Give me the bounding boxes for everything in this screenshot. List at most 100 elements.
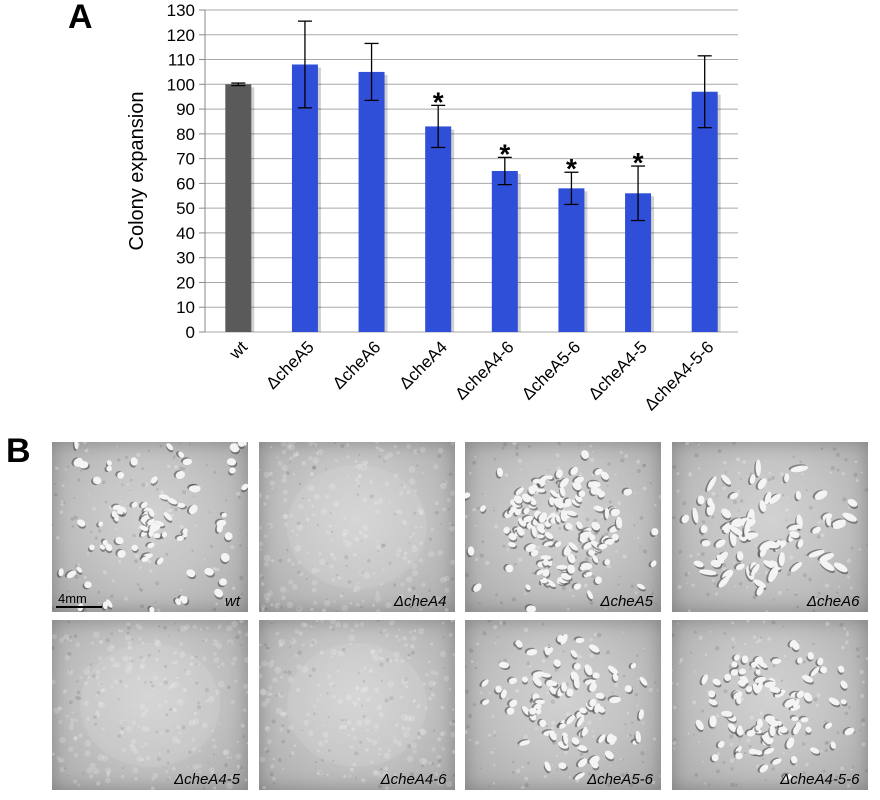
texture-speck [163, 664, 168, 669]
texture-speck [642, 486, 647, 491]
swarm-texture [449, 731, 455, 738]
texture-speck [671, 740, 676, 745]
texture-speck [782, 752, 785, 755]
aggregate [755, 668, 760, 675]
micrograph-label: ΔcheA4 [393, 593, 447, 610]
texture-speck [388, 696, 393, 701]
texture-speck [688, 554, 692, 558]
texture-speck [450, 720, 455, 724]
aggregate [551, 681, 558, 687]
texture-speck [377, 784, 382, 789]
aggregate [581, 726, 588, 737]
texture-speck [197, 701, 200, 705]
colony-image [465, 442, 661, 612]
texture-speck [843, 458, 848, 462]
texture-speck [524, 776, 529, 781]
bar-2 [358, 71, 385, 332]
texture-speck [671, 740, 675, 744]
texture-speck [493, 506, 495, 509]
texture-speck [388, 658, 392, 663]
texture-speck [855, 479, 859, 483]
texture-speck [731, 442, 736, 445]
texture-speck [815, 595, 818, 599]
x-tick-label: ΔcheA4 [395, 337, 451, 393]
swarm-texture [353, 623, 359, 628]
swarm-texture [280, 442, 287, 447]
aggregate [698, 569, 717, 576]
swarm-texture [384, 481, 389, 487]
texture-speck [172, 457, 175, 460]
texture-speck [572, 594, 575, 598]
swarm-texture [75, 642, 81, 648]
texture-speck [492, 782, 496, 785]
texture-speck [543, 775, 547, 779]
swarm-texture [288, 456, 293, 461]
texture-speck [631, 686, 634, 689]
swarm-texture [388, 620, 395, 626]
swarm-texture [328, 564, 334, 569]
swarm-texture [382, 628, 387, 633]
texture-speck [517, 557, 523, 562]
texture-speck [864, 769, 868, 772]
y-tick-label: 90 [176, 100, 195, 119]
swarm-texture [312, 442, 318, 447]
texture-speck [853, 460, 857, 464]
texture-speck [290, 639, 293, 642]
scale-label: 4mm [58, 591, 87, 606]
texture-speck [333, 442, 336, 445]
texture-speck [480, 691, 483, 695]
texture-speck [397, 628, 401, 631]
texture-speck [474, 557, 479, 562]
aggregate [503, 526, 510, 534]
texture-speck [626, 711, 630, 715]
texture-speck [448, 472, 452, 476]
texture-speck [615, 550, 618, 553]
texture-speck [376, 550, 379, 553]
texture-speck [55, 536, 60, 540]
texture-speck [432, 729, 435, 732]
aggregate [508, 532, 517, 541]
texture-speck [261, 608, 264, 611]
texture-speck [620, 772, 625, 778]
aggregate [543, 541, 553, 547]
texture-speck [849, 586, 853, 590]
aggregate [550, 489, 559, 498]
texture-speck [759, 711, 763, 715]
texture-speck [179, 466, 183, 470]
swarm-texture [413, 489, 417, 493]
texture-speck [309, 471, 314, 477]
aggregate [624, 685, 632, 693]
texture-speck [541, 622, 545, 626]
texture-speck [97, 529, 102, 533]
aggregate [623, 488, 633, 496]
texture-speck [526, 761, 530, 765]
swarm-texture [405, 489, 411, 495]
x-tick-label: ΔcheA5-6 [518, 337, 584, 403]
swarm-texture [52, 679, 56, 685]
texture-speck [639, 545, 642, 548]
aggregate [105, 543, 113, 552]
texture-speck [511, 761, 515, 764]
swarm-texture [371, 739, 377, 746]
swarm-texture [405, 576, 412, 583]
swarm-texture [443, 675, 449, 682]
aggregate [559, 486, 566, 497]
texture-speck [408, 604, 413, 609]
texture-speck [79, 469, 83, 472]
swarm-texture [397, 509, 402, 515]
texture-speck [441, 771, 444, 774]
texture-speck [321, 724, 324, 726]
aggregate [580, 562, 593, 570]
swarm-texture [386, 680, 394, 688]
texture-speck [280, 739, 285, 744]
swarm-texture [341, 532, 347, 538]
texture-speck [485, 560, 490, 565]
texture-speck [479, 553, 484, 558]
aggregate [837, 665, 844, 673]
texture-speck [94, 536, 99, 540]
texture-speck [494, 734, 497, 737]
aggregate [636, 583, 646, 590]
aggregate [521, 493, 532, 503]
swarm-texture [188, 719, 196, 727]
swarm-texture [316, 683, 321, 688]
